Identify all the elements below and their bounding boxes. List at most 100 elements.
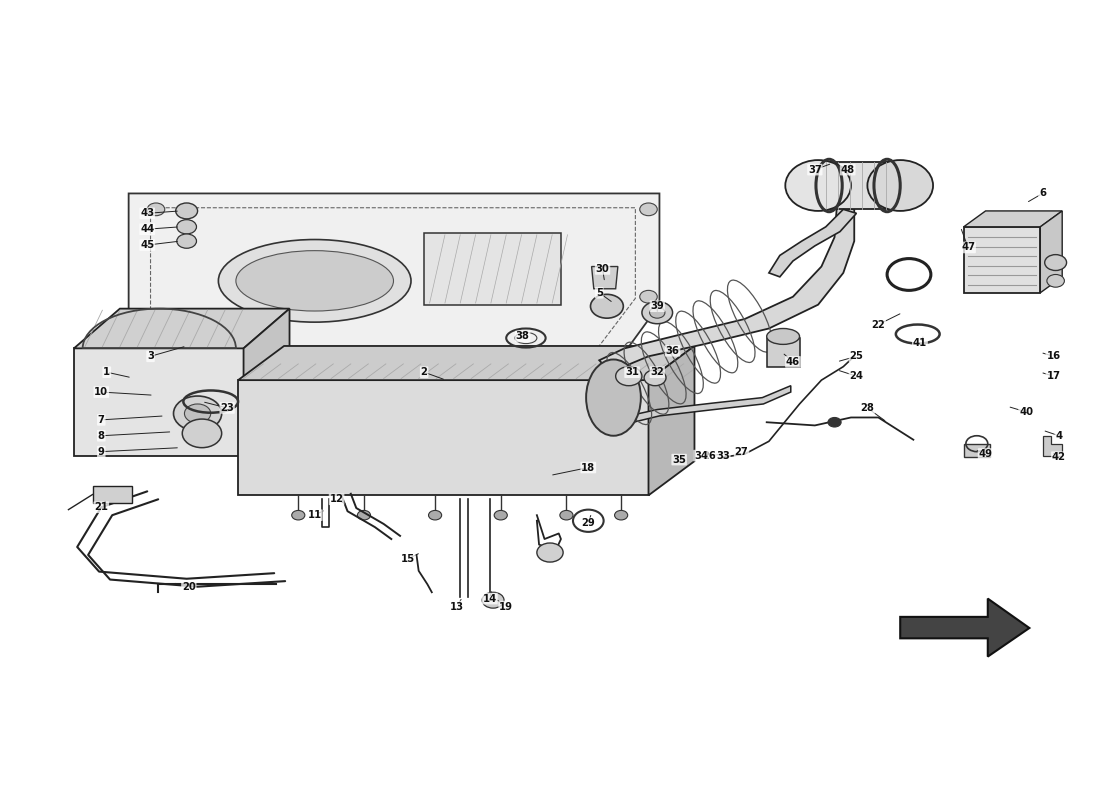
Circle shape — [174, 396, 222, 431]
Circle shape — [183, 419, 222, 448]
Polygon shape — [425, 233, 561, 305]
Text: 22: 22 — [871, 319, 886, 330]
Text: 28: 28 — [860, 403, 875, 413]
Polygon shape — [592, 266, 618, 289]
Text: 32: 32 — [650, 367, 664, 377]
Polygon shape — [964, 444, 990, 457]
Text: 30: 30 — [596, 264, 609, 274]
Circle shape — [494, 510, 507, 520]
Text: 2: 2 — [420, 367, 428, 377]
Polygon shape — [769, 210, 857, 277]
Circle shape — [640, 290, 658, 303]
Ellipse shape — [586, 359, 641, 436]
Text: 39: 39 — [650, 302, 664, 311]
Polygon shape — [818, 162, 900, 210]
Polygon shape — [238, 346, 694, 380]
Text: 41: 41 — [913, 338, 927, 348]
Text: 47: 47 — [961, 242, 975, 253]
Text: 19: 19 — [499, 602, 514, 611]
Circle shape — [482, 592, 504, 608]
Text: 5: 5 — [596, 288, 603, 298]
Circle shape — [429, 510, 441, 520]
Polygon shape — [767, 338, 800, 366]
Polygon shape — [964, 227, 1041, 293]
Circle shape — [176, 203, 198, 219]
Text: 12: 12 — [330, 494, 343, 504]
Polygon shape — [600, 208, 855, 372]
Circle shape — [645, 370, 665, 386]
Circle shape — [616, 366, 642, 386]
Polygon shape — [129, 194, 659, 372]
Circle shape — [585, 354, 603, 366]
Circle shape — [615, 510, 628, 520]
Circle shape — [828, 418, 842, 427]
Circle shape — [642, 302, 672, 324]
Text: 34: 34 — [694, 450, 708, 461]
Circle shape — [1047, 274, 1065, 287]
Text: 31: 31 — [625, 367, 639, 377]
Text: 26: 26 — [702, 450, 716, 461]
Text: 1: 1 — [103, 367, 110, 377]
Circle shape — [147, 354, 165, 366]
Text: 18: 18 — [581, 462, 595, 473]
Text: 3: 3 — [147, 351, 154, 362]
Polygon shape — [238, 380, 649, 495]
Circle shape — [1045, 254, 1067, 270]
Circle shape — [185, 404, 211, 423]
Text: 20: 20 — [182, 582, 196, 592]
Circle shape — [358, 510, 371, 520]
Text: 36: 36 — [666, 346, 680, 356]
Text: 29: 29 — [582, 518, 595, 528]
Polygon shape — [92, 486, 132, 503]
Ellipse shape — [235, 250, 394, 311]
Text: 17: 17 — [1046, 371, 1060, 381]
Text: 11: 11 — [308, 510, 322, 520]
Circle shape — [177, 234, 197, 248]
Polygon shape — [900, 598, 1030, 657]
Ellipse shape — [767, 329, 800, 344]
Polygon shape — [1041, 211, 1063, 293]
Text: 21: 21 — [95, 502, 108, 512]
Text: 24: 24 — [849, 371, 864, 381]
Circle shape — [537, 543, 563, 562]
Text: 38: 38 — [516, 331, 529, 342]
Ellipse shape — [868, 160, 933, 211]
Ellipse shape — [219, 239, 411, 322]
Text: 49: 49 — [979, 449, 992, 459]
Text: 42: 42 — [1052, 452, 1066, 462]
Text: 27: 27 — [735, 446, 748, 457]
Text: 25: 25 — [849, 351, 864, 362]
Text: 33: 33 — [716, 450, 729, 461]
Polygon shape — [964, 211, 1063, 227]
Text: 48: 48 — [840, 165, 855, 174]
Text: 14: 14 — [483, 594, 497, 604]
Circle shape — [292, 510, 305, 520]
Text: 7: 7 — [98, 415, 104, 425]
Text: 45: 45 — [140, 240, 154, 250]
Circle shape — [640, 203, 658, 216]
Circle shape — [650, 307, 664, 318]
Text: 8: 8 — [98, 430, 104, 441]
Text: 13: 13 — [450, 602, 464, 611]
Text: 15: 15 — [400, 554, 415, 564]
Polygon shape — [649, 346, 694, 495]
Text: 43: 43 — [140, 208, 154, 218]
Text: 4: 4 — [1055, 430, 1063, 441]
Polygon shape — [607, 386, 791, 428]
Text: 40: 40 — [1019, 407, 1033, 417]
Polygon shape — [74, 309, 289, 348]
Circle shape — [147, 203, 165, 216]
Text: 10: 10 — [95, 387, 108, 397]
Text: 44: 44 — [140, 224, 154, 234]
Text: 35: 35 — [672, 454, 686, 465]
Polygon shape — [1043, 436, 1063, 456]
Polygon shape — [243, 309, 289, 456]
Text: 37: 37 — [808, 165, 822, 174]
Text: 6: 6 — [1040, 189, 1046, 198]
Circle shape — [591, 294, 624, 318]
Ellipse shape — [785, 160, 851, 211]
Text: 9: 9 — [98, 446, 104, 457]
Text: 23: 23 — [220, 403, 234, 413]
Circle shape — [560, 510, 573, 520]
Polygon shape — [74, 348, 243, 456]
